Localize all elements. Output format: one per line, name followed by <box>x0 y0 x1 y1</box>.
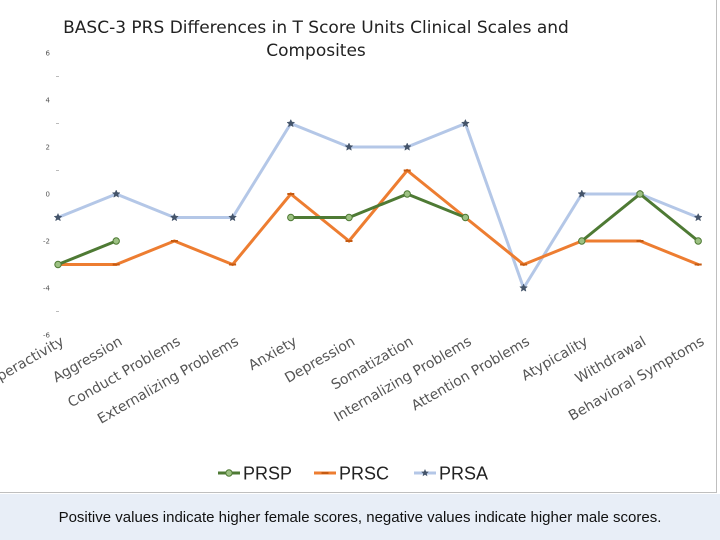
chart-title-line-1: BASC-3 PRS Differences in T Score Units … <box>63 18 569 38</box>
series-line-segment <box>638 192 700 219</box>
chart-title-line-2: Composites <box>266 41 366 61</box>
legend-label: PRSA <box>439 464 488 484</box>
data-point <box>402 142 412 151</box>
data-point <box>286 118 296 128</box>
y-tick-label: 0 <box>46 191 50 199</box>
series-line-segment <box>638 192 700 243</box>
data-point <box>461 118 470 128</box>
y-tick-label: -6 <box>43 332 51 340</box>
data-point <box>53 212 63 222</box>
series-line-segment <box>172 239 235 266</box>
legend-marker <box>421 469 429 477</box>
data-point <box>636 190 644 198</box>
series-line-segment <box>347 192 409 219</box>
data-point <box>170 212 179 222</box>
data-point <box>693 212 703 222</box>
legend-item-prsc: PRSC <box>314 464 389 484</box>
data-point <box>111 189 121 198</box>
series-line-segment <box>231 192 293 266</box>
data-point <box>344 142 354 151</box>
legend-marker <box>225 469 233 477</box>
series-line-segment <box>231 122 293 219</box>
series-line-segment <box>638 239 700 266</box>
series-line-segment <box>522 192 584 290</box>
series-line-segment <box>405 122 467 149</box>
y-tick-label: 2 <box>46 144 50 152</box>
y-tick-label: -4 <box>43 285 51 293</box>
data-point <box>403 190 411 198</box>
data-point <box>287 213 295 222</box>
data-point <box>694 237 702 245</box>
series-line-segment <box>463 216 526 266</box>
series-line-segment <box>56 192 118 219</box>
y-tick-label: 6 <box>46 50 51 58</box>
data-point <box>112 237 120 245</box>
legend-item-prsp: PRSP <box>218 464 292 484</box>
y-tick-label: 4 <box>46 97 51 105</box>
chart-area: BASC-3 PRS Differences in T Score Units … <box>0 0 717 493</box>
series-line-segment <box>289 122 351 149</box>
legend-item-prsa: PRSA <box>414 464 488 484</box>
series-line-segment <box>405 169 467 219</box>
data-point <box>578 237 586 245</box>
data-point <box>228 212 237 222</box>
data-point <box>519 283 528 292</box>
footer-note: Positive values indicate higher female s… <box>58 509 662 526</box>
series-layer <box>53 118 703 292</box>
y-tick-label: -2 <box>43 238 50 246</box>
series-line-segment <box>114 192 176 219</box>
legend-label: PRSC <box>339 464 389 484</box>
series-line-segment <box>405 192 467 219</box>
legend: PRSP PRSC PRSA <box>218 464 488 484</box>
line-chart: BASC-3 PRS Differences in T Score Units … <box>0 18 707 484</box>
series-line-segment <box>56 239 118 266</box>
series-line-segment <box>463 122 526 290</box>
legend-label: PRSP <box>243 464 292 484</box>
series-prsp <box>54 190 702 269</box>
series-line-segment <box>522 239 584 266</box>
data-point <box>577 189 587 198</box>
series-line-segment <box>114 239 176 266</box>
y-axis: 6 4 2 0 -2 -4 -6 <box>43 50 59 340</box>
series-prsc <box>54 169 702 266</box>
data-point <box>54 260 62 269</box>
series-line-segment <box>580 192 642 243</box>
data-point <box>345 213 353 222</box>
footer-bar <box>0 494 720 540</box>
data-point <box>461 213 470 222</box>
